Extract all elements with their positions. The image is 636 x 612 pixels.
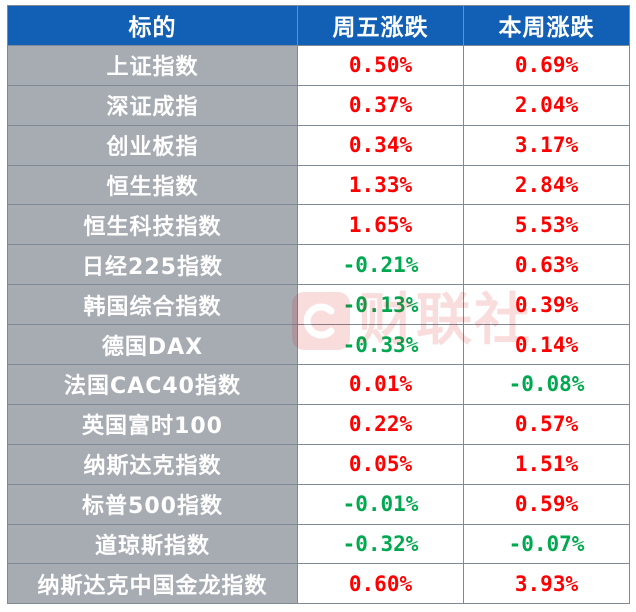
weekly-change-value: 3.93%: [463, 563, 630, 605]
weekly-change-value: -0.08%: [463, 364, 630, 405]
table-body: 上证指数 0.50% 0.69% 深证成指 0.37% 2.04% 创业板指 0.34% 3.1…: [7, 44, 630, 605]
instrument-name: 恒生指数: [7, 164, 298, 206]
header-instrument: 标的: [7, 5, 298, 46]
instrument-name: 韩国综合指数: [7, 284, 298, 326]
friday-change-value: -0.33%: [297, 324, 464, 366]
weekly-change-value: 5.53%: [463, 204, 630, 246]
friday-change-value: 1.33%: [297, 164, 464, 206]
friday-change-value: -0.13%: [297, 284, 464, 326]
weekly-change-value: 0.59%: [463, 483, 630, 525]
instrument-name: 创业板指: [7, 124, 298, 166]
friday-change-value: 0.50%: [297, 44, 464, 86]
table-header-row: 标的 周五涨跌 本周涨跌: [7, 5, 630, 46]
friday-change-value: 0.05%: [297, 443, 464, 485]
table-row: 道琼斯指数 -0.32% -0.07%: [7, 523, 630, 565]
table-row: 纳斯达克指数 0.05% 1.51%: [7, 443, 630, 485]
friday-change-value: 0.01%: [297, 364, 464, 405]
market-change-table: 标的 周五涨跌 本周涨跌 上证指数 0.50% 0.69% 深证成指 0.37% 2.04…: [7, 5, 630, 605]
weekly-change-value: 3.17%: [463, 124, 630, 166]
friday-change-value: 1.65%: [297, 204, 464, 246]
friday-change-value: 0.22%: [297, 403, 464, 445]
table-row: 英国富时100 0.22% 0.57%: [7, 403, 630, 445]
instrument-name: 纳斯达克指数: [7, 443, 298, 485]
weekly-change-value: -0.07%: [463, 523, 630, 565]
header-weekly-change: 本周涨跌: [463, 5, 630, 46]
weekly-change-value: 0.63%: [463, 244, 630, 286]
instrument-name: 道琼斯指数: [7, 523, 298, 565]
friday-change-value: -0.01%: [297, 483, 464, 525]
instrument-name: 恒生科技指数: [7, 204, 298, 246]
market-table-container: 标的 周五涨跌 本周涨跌 上证指数 0.50% 0.69% 深证成指 0.37% 2.04…: [7, 5, 630, 605]
table-row: 深证成指 0.37% 2.04%: [7, 84, 630, 126]
instrument-name: 深证成指: [7, 84, 298, 126]
weekly-change-value: 0.57%: [463, 403, 630, 445]
weekly-change-value: 0.14%: [463, 324, 630, 366]
table-row: 恒生科技指数 1.65% 5.53%: [7, 204, 630, 246]
weekly-change-value: 2.04%: [463, 84, 630, 126]
instrument-name: 纳斯达克中国金龙指数: [7, 563, 298, 605]
table-row: 德国DAX -0.33% 0.14%: [7, 324, 630, 366]
weekly-change-value: 0.39%: [463, 284, 630, 326]
table-row: 上证指数 0.50% 0.69%: [7, 44, 630, 86]
instrument-name: 德国DAX: [7, 324, 298, 366]
friday-change-value: 0.60%: [297, 563, 464, 605]
friday-change-value: -0.32%: [297, 523, 464, 565]
table-row: 创业板指 0.34% 3.17%: [7, 124, 630, 166]
header-friday-change: 周五涨跌: [297, 5, 464, 46]
instrument-name: 英国富时100: [7, 403, 298, 445]
table-row: 纳斯达克中国金龙指数 0.60% 3.93%: [7, 563, 630, 605]
weekly-change-value: 1.51%: [463, 443, 630, 485]
instrument-name: 法国CAC40指数: [7, 364, 298, 405]
instrument-name: 日经225指数: [7, 244, 298, 286]
table-row: 韩国综合指数 -0.13% 0.39%: [7, 284, 630, 326]
table-row: 日经225指数 -0.21% 0.63%: [7, 244, 630, 286]
instrument-name: 标普500指数: [7, 483, 298, 525]
table-row: 恒生指数 1.33% 2.84%: [7, 164, 630, 206]
instrument-name: 上证指数: [7, 44, 298, 86]
table-row: 标普500指数 -0.01% 0.59%: [7, 483, 630, 525]
table-row: 法国CAC40指数 0.01% -0.08%: [7, 364, 630, 405]
friday-change-value: 0.34%: [297, 124, 464, 166]
friday-change-value: -0.21%: [297, 244, 464, 286]
weekly-change-value: 0.69%: [463, 44, 630, 86]
friday-change-value: 0.37%: [297, 84, 464, 126]
weekly-change-value: 2.84%: [463, 164, 630, 206]
